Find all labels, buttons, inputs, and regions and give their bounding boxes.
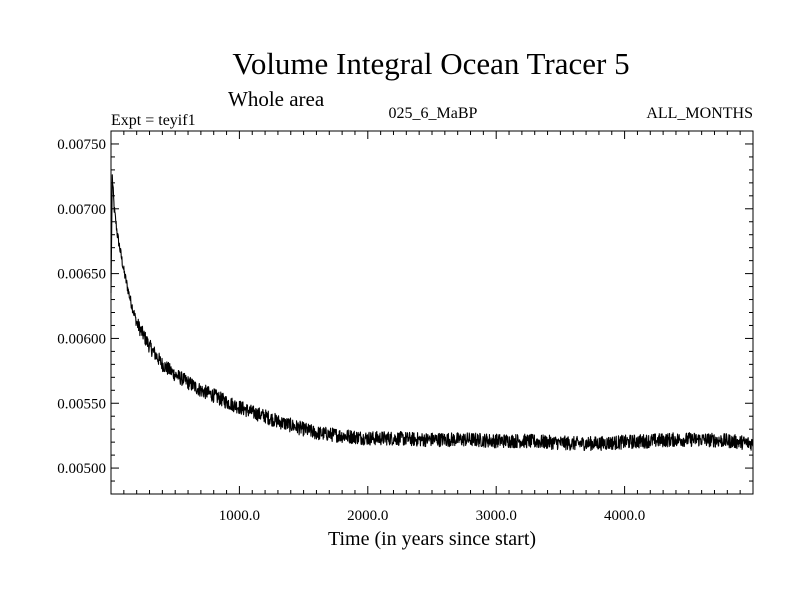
run-label: 025_6_MaBP	[389, 105, 478, 122]
chart-title: Volume Integral Ocean Tracer 5	[232, 46, 629, 81]
y-tick-label: 0.00700	[57, 202, 106, 218]
y-tick-label: 0.00650	[57, 267, 106, 283]
x-tick-label: 1000.0	[219, 508, 260, 524]
y-tick-label: 0.00600	[57, 331, 106, 347]
x-axis-label: Time (in years since start)	[328, 528, 536, 550]
chart-subtitle: Whole area	[228, 87, 325, 111]
x-tick-label: 2000.0	[347, 508, 388, 524]
plot-series	[110, 174, 754, 452]
axis-tick-labels: 1000.0 2000.0 3000.0 4000.0 0.00500 0.00550 0.…	[57, 137, 645, 524]
experiment-label: Expt = teyif1	[111, 112, 196, 129]
y-tick-label: 0.00500	[57, 461, 106, 477]
months-label: ALL_MONTHS	[646, 105, 753, 122]
y-tick-label: 0.00550	[57, 396, 106, 412]
y-tick-label: 0.00750	[57, 137, 106, 153]
plot-frame	[110, 130, 754, 495]
x-tick-label: 3000.0	[476, 508, 517, 524]
x-tick-label: 4000.0	[604, 508, 645, 524]
series-line	[110, 174, 754, 452]
